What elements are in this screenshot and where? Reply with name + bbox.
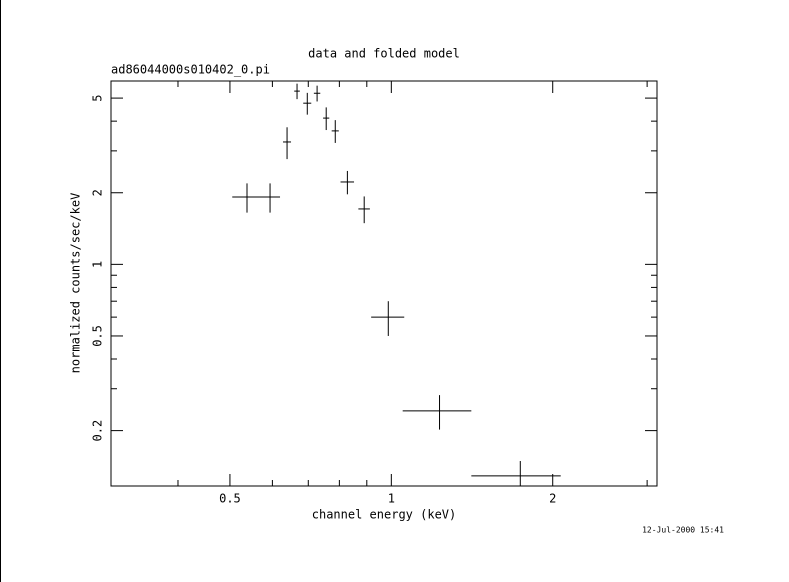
y-tick-label: 0.2 [91,420,105,442]
timestamp: 12-Jul-2000 15:41 [642,526,724,535]
x-tick-label: 2 [549,492,556,506]
y-tick-label: 1 [91,261,105,268]
chart-title: data and folded model [308,47,460,61]
y-tick-label: 5 [91,94,105,101]
y-axis-label: normalized counts/sec/keV [69,193,83,374]
chart-subtitle: ad86044000s010402_0.pi [111,63,270,77]
x-axis-label: channel energy (keV) [312,508,457,522]
plot-frame [110,80,658,487]
y-tick-label: 0.5 [91,325,105,347]
y-tick-label: 2 [91,189,105,196]
x-tick-label: 1 [388,492,395,506]
x-tick-label: 0.5 [219,492,241,506]
